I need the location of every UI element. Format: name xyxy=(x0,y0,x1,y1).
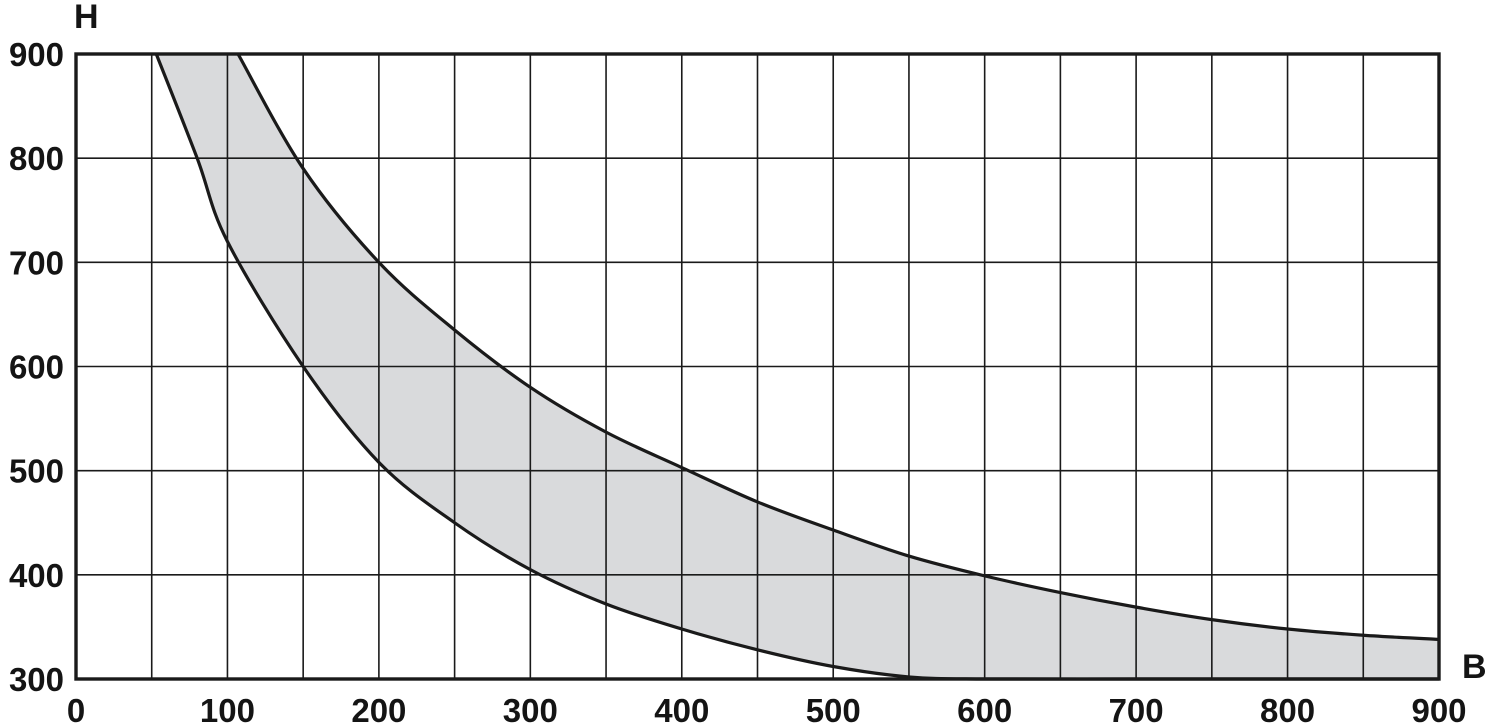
band-area xyxy=(156,54,1439,680)
y-tick-labels: 300 400 500 600 700 800 900 xyxy=(9,36,64,698)
x-tick-label: 600 xyxy=(957,692,1012,725)
x-tick-label: 700 xyxy=(1109,692,1164,725)
x-tick-label: 200 xyxy=(351,692,406,725)
y-tick-label: 700 xyxy=(9,244,64,281)
grid-layer xyxy=(76,54,1439,679)
band-fill-layer xyxy=(156,54,1439,680)
x-tick-label: 100 xyxy=(200,692,255,725)
y-tick-label: 900 xyxy=(9,36,64,73)
y-tick-label: 500 xyxy=(9,453,64,490)
x-tick-label: 900 xyxy=(1411,692,1466,725)
upper-curve xyxy=(236,53,1440,642)
y-axis-label: H xyxy=(74,0,99,36)
frame-layer xyxy=(74,52,1441,681)
plot-frame xyxy=(74,52,1441,681)
x-axis-label: B xyxy=(1462,648,1487,686)
x-tick-label: 0 xyxy=(67,692,85,725)
y-tick-label: 800 xyxy=(9,140,64,177)
x-tick-labels: 0 100 200 300 400 500 600 700 800 900 xyxy=(67,692,1467,725)
x-tick-label: 300 xyxy=(503,692,558,725)
y-tick-label: 600 xyxy=(9,349,64,386)
x-tick-label: 800 xyxy=(1260,692,1315,725)
y-tick-label: 400 xyxy=(9,557,64,594)
x-tick-label: 500 xyxy=(806,692,861,725)
x-tick-label: 400 xyxy=(654,692,709,725)
y-tick-label: 300 xyxy=(9,661,64,698)
